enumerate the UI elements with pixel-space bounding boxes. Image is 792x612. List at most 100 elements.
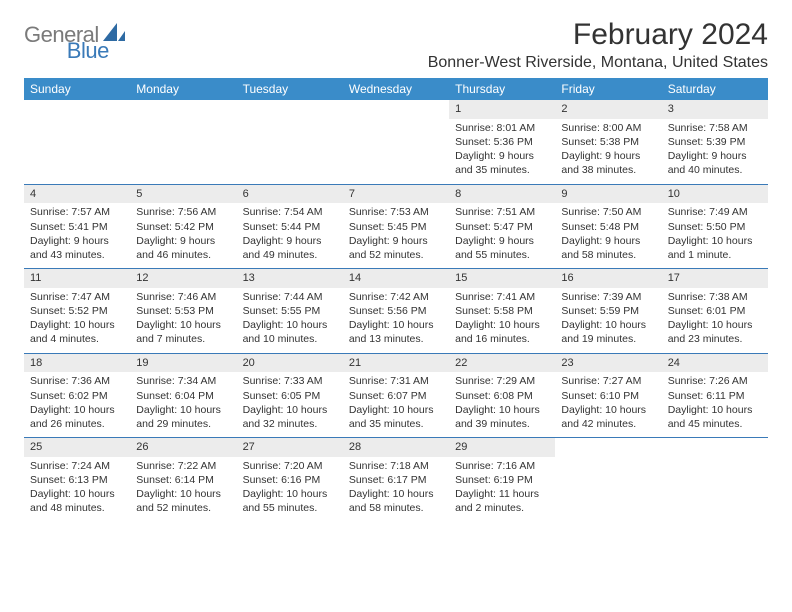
sunrise-line: Sunrise: 8:00 AM bbox=[561, 121, 655, 135]
calendar-head: SundayMondayTuesdayWednesdayThursdayFrid… bbox=[24, 78, 768, 100]
day-number: 3 bbox=[662, 100, 768, 119]
calendar-cell: 28Sunrise: 7:18 AMSunset: 6:17 PMDayligh… bbox=[343, 438, 449, 522]
sunset-line: Sunset: 5:42 PM bbox=[136, 220, 230, 234]
sunset-line: Sunset: 6:04 PM bbox=[136, 389, 230, 403]
day-body: Sunrise: 7:24 AMSunset: 6:13 PMDaylight:… bbox=[24, 457, 130, 522]
calendar-cell: 27Sunrise: 7:20 AMSunset: 6:16 PMDayligh… bbox=[237, 438, 343, 522]
sunrise-line: Sunrise: 7:36 AM bbox=[30, 374, 124, 388]
calendar-cell: 20Sunrise: 7:33 AMSunset: 6:05 PMDayligh… bbox=[237, 353, 343, 438]
calendar-week: 1Sunrise: 8:01 AMSunset: 5:36 PMDaylight… bbox=[24, 100, 768, 184]
day-number: 10 bbox=[662, 185, 768, 204]
day-number: 26 bbox=[130, 438, 236, 457]
day-number: 25 bbox=[24, 438, 130, 457]
daylight-line: Daylight: 9 hours and 49 minutes. bbox=[243, 234, 337, 262]
day-number: 12 bbox=[130, 269, 236, 288]
daylight-line: Daylight: 9 hours and 38 minutes. bbox=[561, 149, 655, 177]
sunrise-line: Sunrise: 7:46 AM bbox=[136, 290, 230, 304]
calendar-page: General Blue February 2024 Bonner-West R… bbox=[0, 0, 792, 534]
sunset-line: Sunset: 6:02 PM bbox=[30, 389, 124, 403]
sunrise-line: Sunrise: 7:22 AM bbox=[136, 459, 230, 473]
sunset-line: Sunset: 5:52 PM bbox=[30, 304, 124, 318]
calendar-cell: 12 Sunrise: 7:46 AMSunset: 5:53 PMDayligh… bbox=[130, 269, 236, 354]
sunset-line: Sunset: 5:45 PM bbox=[349, 220, 443, 234]
day-number: 19 bbox=[130, 354, 236, 373]
day-number: 27 bbox=[237, 438, 343, 457]
calendar-cell: 25Sunrise: 7:24 AMSunset: 6:13 PMDayligh… bbox=[24, 438, 130, 522]
sunset-line: Sunset: 6:14 PM bbox=[136, 473, 230, 487]
calendar-table: SundayMondayTuesdayWednesdayThursdayFrid… bbox=[24, 78, 768, 522]
day-body: Sunrise: 7:26 AMSunset: 6:11 PMDaylight:… bbox=[662, 372, 768, 437]
calendar-cell: 5Sunrise: 7:56 AMSunset: 5:42 PMDaylight… bbox=[130, 184, 236, 269]
header-row: General Blue February 2024 Bonner-West R… bbox=[24, 18, 768, 72]
day-number: 15 bbox=[449, 269, 555, 288]
day-body: Sunrise: 7:39 AMSunset: 5:59 PMDaylight:… bbox=[555, 288, 661, 353]
day-number: 6 bbox=[237, 185, 343, 204]
sunset-line: Sunset: 6:01 PM bbox=[668, 304, 762, 318]
sunset-line: Sunset: 5:44 PM bbox=[243, 220, 337, 234]
sunrise-line: Sunrise: 7:58 AM bbox=[668, 121, 762, 135]
calendar-cell bbox=[555, 438, 661, 522]
daylight-line: Daylight: 10 hours and 42 minutes. bbox=[561, 403, 655, 431]
day-body: Sunrise: 7:44 AMSunset: 5:55 PMDaylight:… bbox=[237, 288, 343, 353]
sunset-line: Sunset: 6:05 PM bbox=[243, 389, 337, 403]
daylight-line: Daylight: 9 hours and 40 minutes. bbox=[668, 149, 762, 177]
sunset-line: Sunset: 6:07 PM bbox=[349, 389, 443, 403]
day-body: Sunrise: 7:56 AMSunset: 5:42 PMDaylight:… bbox=[130, 203, 236, 268]
sunset-line: Sunset: 5:53 PM bbox=[136, 304, 230, 318]
sunset-line: Sunset: 5:56 PM bbox=[349, 304, 443, 318]
sunset-line: Sunset: 5:39 PM bbox=[668, 135, 762, 149]
day-body: Sunrise: 7:16 AMSunset: 6:19 PMDaylight:… bbox=[449, 457, 555, 522]
daylight-line: Daylight: 10 hours and 16 minutes. bbox=[455, 318, 549, 346]
day-number: 1 bbox=[449, 100, 555, 119]
sunrise-line: Sunrise: 7:57 AM bbox=[30, 205, 124, 219]
sunrise-line: Sunrise: 7:29 AM bbox=[455, 374, 549, 388]
daylight-line: Daylight: 9 hours and 46 minutes. bbox=[136, 234, 230, 262]
daylight-line: Daylight: 10 hours and 7 minutes. bbox=[136, 318, 230, 346]
daylight-line: Daylight: 11 hours and 2 minutes. bbox=[455, 487, 549, 515]
sunrise-line: Sunrise: 7:47 AM bbox=[30, 290, 124, 304]
daylight-line: Daylight: 10 hours and 4 minutes. bbox=[30, 318, 124, 346]
sunset-line: Sunset: 6:16 PM bbox=[243, 473, 337, 487]
daylight-line: Daylight: 10 hours and 52 minutes. bbox=[136, 487, 230, 515]
sunset-line: Sunset: 5:50 PM bbox=[668, 220, 762, 234]
calendar-week: 4Sunrise: 7:57 AMSunset: 5:41 PMDaylight… bbox=[24, 184, 768, 269]
sunset-line: Sunset: 5:38 PM bbox=[561, 135, 655, 149]
day-number: 20 bbox=[237, 354, 343, 373]
sunset-line: Sunset: 5:47 PM bbox=[455, 220, 549, 234]
daylight-line: Daylight: 10 hours and 45 minutes. bbox=[668, 403, 762, 431]
sunrise-line: Sunrise: 7:39 AM bbox=[561, 290, 655, 304]
calendar-cell: 29Sunrise: 7:16 AMSunset: 6:19 PMDayligh… bbox=[449, 438, 555, 522]
calendar-cell: 9Sunrise: 7:50 AMSunset: 5:48 PMDaylight… bbox=[555, 184, 661, 269]
calendar-cell: 22Sunrise: 7:29 AMSunset: 6:08 PMDayligh… bbox=[449, 353, 555, 438]
day-number: 28 bbox=[343, 438, 449, 457]
calendar-cell: 14Sunrise: 7:42 AMSunset: 5:56 PMDayligh… bbox=[343, 269, 449, 354]
day-number: 16 bbox=[555, 269, 661, 288]
day-body: Sunrise: 7:34 AMSunset: 6:04 PMDaylight:… bbox=[130, 372, 236, 437]
day-number: 13 bbox=[237, 269, 343, 288]
sunrise-line: Sunrise: 7:27 AM bbox=[561, 374, 655, 388]
calendar-cell: 11 Sunrise: 7:47 AMSunset: 5:52 PMDayligh… bbox=[24, 269, 130, 354]
sunrise-line: Sunrise: 7:53 AM bbox=[349, 205, 443, 219]
day-header: Sunday bbox=[24, 78, 130, 100]
day-header: Wednesday bbox=[343, 78, 449, 100]
location-subtitle: Bonner-West Riverside, Montana, United S… bbox=[428, 54, 768, 72]
day-number: 23 bbox=[555, 354, 661, 373]
sunrise-line: Sunrise: 7:34 AM bbox=[136, 374, 230, 388]
day-header: Tuesday bbox=[237, 78, 343, 100]
calendar-cell: 13Sunrise: 7:44 AMSunset: 5:55 PMDayligh… bbox=[237, 269, 343, 354]
sunset-line: Sunset: 5:48 PM bbox=[561, 220, 655, 234]
sunrise-line: Sunrise: 7:49 AM bbox=[668, 205, 762, 219]
day-number: 11 bbox=[24, 269, 130, 288]
sunset-line: Sunset: 6:08 PM bbox=[455, 389, 549, 403]
day-body: Sunrise: 7:53 AMSunset: 5:45 PMDaylight:… bbox=[343, 203, 449, 268]
daylight-line: Daylight: 10 hours and 13 minutes. bbox=[349, 318, 443, 346]
daylight-line: Daylight: 10 hours and 39 minutes. bbox=[455, 403, 549, 431]
calendar-cell bbox=[343, 100, 449, 184]
day-body: Sunrise: 8:00 AMSunset: 5:38 PMDaylight:… bbox=[555, 119, 661, 184]
sunset-line: Sunset: 6:10 PM bbox=[561, 389, 655, 403]
day-number: 4 bbox=[24, 185, 130, 204]
calendar-cell: 16Sunrise: 7:39 AMSunset: 5:59 PMDayligh… bbox=[555, 269, 661, 354]
day-number: 8 bbox=[449, 185, 555, 204]
sunrise-line: Sunrise: 7:20 AM bbox=[243, 459, 337, 473]
day-body: Sunrise: 7:36 AMSunset: 6:02 PMDaylight:… bbox=[24, 372, 130, 437]
